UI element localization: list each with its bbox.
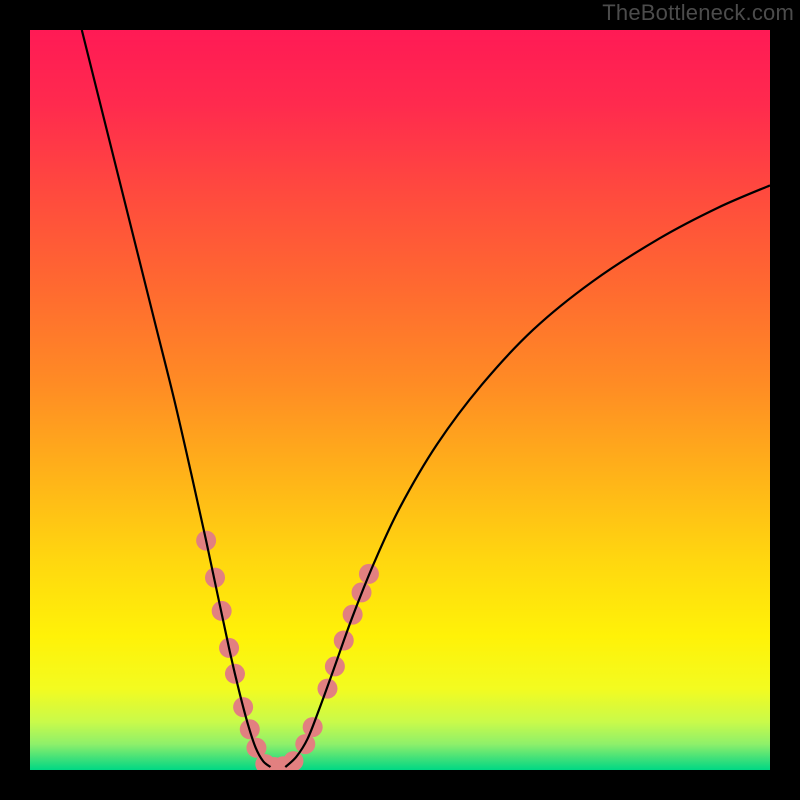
plot-background: [30, 30, 770, 770]
bottleneck-curve-plot: [30, 30, 770, 770]
canvas-root: TheBottleneck.com: [0, 0, 800, 800]
watermark-text: TheBottleneck.com: [602, 0, 794, 26]
